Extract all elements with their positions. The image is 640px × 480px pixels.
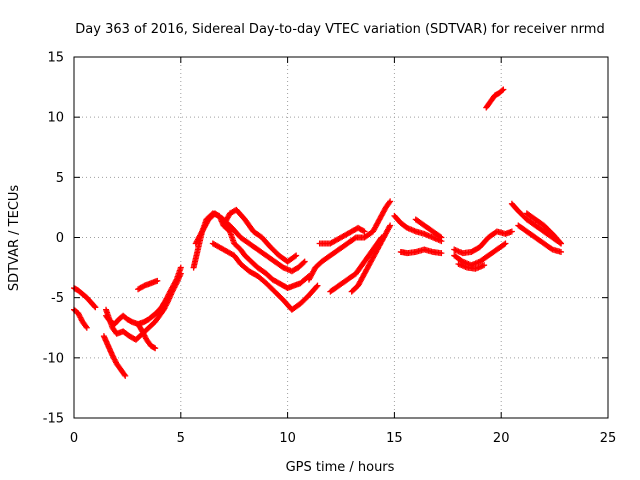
plot-frame — [73, 56, 609, 419]
data-point — [92, 304, 99, 311]
data-point — [438, 250, 445, 257]
data-point — [499, 87, 506, 94]
data-point — [301, 258, 308, 265]
y-tick-label: 0 — [56, 231, 64, 246]
data-point — [558, 248, 565, 255]
x-tick-label: 0 — [70, 431, 78, 446]
data-point — [360, 227, 367, 234]
data-point — [438, 234, 445, 241]
data-point — [361, 228, 368, 235]
data-point — [177, 264, 184, 271]
y-tick-label: 5 — [56, 171, 64, 186]
x-tick-label: 15 — [386, 431, 403, 446]
data-point — [152, 345, 159, 352]
data-points — [71, 86, 565, 379]
data-point — [558, 240, 565, 247]
data-point — [313, 283, 320, 290]
y-tick-label: 10 — [47, 111, 64, 126]
y-axis-label: SDTVAR / TECUs — [7, 185, 22, 292]
data-point — [557, 239, 564, 246]
data-point — [387, 198, 394, 205]
y-tick-label: 15 — [47, 51, 64, 66]
data-point — [501, 241, 508, 248]
data-point — [502, 240, 509, 247]
grid — [74, 57, 608, 418]
data-point — [82, 323, 89, 330]
data-point — [387, 222, 394, 229]
x-tick-label: 20 — [493, 431, 510, 446]
x-axis-label: GPS time / hours — [286, 460, 395, 475]
x-tick-label: 10 — [279, 431, 296, 446]
data-point — [386, 223, 393, 230]
data-point — [508, 228, 515, 235]
data-point — [177, 270, 184, 277]
data-point — [154, 277, 161, 284]
data-point — [481, 262, 488, 269]
data-point — [121, 371, 128, 378]
data-point — [83, 324, 90, 331]
data-point — [122, 372, 129, 379]
data-point — [300, 259, 307, 266]
y-tick-label: -5 — [51, 291, 64, 306]
y-tick-label: -10 — [43, 351, 64, 366]
data-point — [386, 199, 393, 206]
axis-ticks: 0 5 10 15 20 25 -15 -10 -5 0 5 10 15 — [43, 51, 617, 447]
x-tick-label: 25 — [600, 431, 617, 446]
data-point — [437, 233, 444, 240]
y-tick-label: -15 — [43, 412, 64, 427]
x-tick-label: 5 — [177, 431, 185, 446]
data-point — [291, 253, 298, 260]
data-point — [314, 282, 321, 289]
data-point — [91, 303, 98, 310]
data-point — [293, 252, 300, 259]
chart-title: Day 363 of 2016, Sidereal Day-to-day VTE… — [75, 22, 604, 37]
data-point — [500, 86, 507, 93]
